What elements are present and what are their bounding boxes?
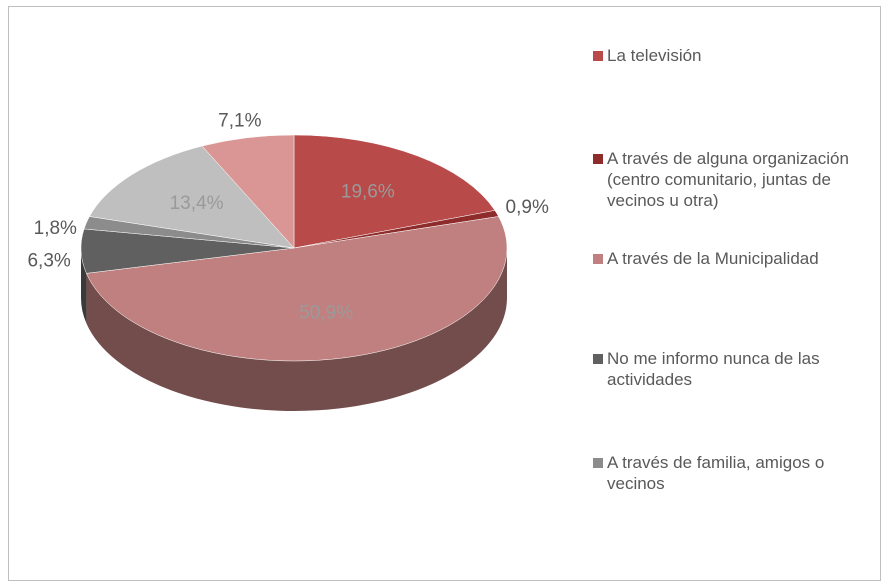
data-label: 19,6% bbox=[341, 182, 395, 203]
legend-item: A través de familia, amigos o vecinos bbox=[593, 452, 863, 494]
data-label: 13,4% bbox=[170, 193, 224, 214]
legend-item: A través de la Municipalidad bbox=[593, 248, 863, 269]
legend-swatch bbox=[593, 458, 603, 468]
pie-slice bbox=[201, 134, 295, 249]
legend-swatch bbox=[593, 354, 603, 364]
pie-slice bbox=[86, 216, 508, 362]
legend-item: No me informo nunca de las actividades bbox=[593, 348, 863, 390]
legend-swatch bbox=[593, 154, 603, 164]
legend-label: A través de alguna organización (centro … bbox=[607, 149, 849, 210]
legend-label: La televisión bbox=[607, 46, 702, 65]
data-label: 6,3% bbox=[27, 251, 70, 272]
data-label: 0,9% bbox=[506, 197, 549, 218]
data-label: 1,8% bbox=[34, 218, 77, 239]
legend-item: A través de alguna organización (centro … bbox=[593, 148, 863, 211]
data-label: 7,1% bbox=[218, 110, 261, 131]
legend-label: A través de la Municipalidad bbox=[607, 249, 819, 268]
legend-swatch bbox=[593, 254, 603, 264]
legend-swatch bbox=[593, 51, 603, 61]
data-label: 50,9% bbox=[299, 303, 353, 324]
pie-slice bbox=[89, 145, 295, 249]
legend-label: No me informo nunca de las actividades bbox=[607, 349, 820, 389]
pie-side bbox=[86, 248, 507, 411]
legend-label: A través de familia, amigos o vecinos bbox=[607, 453, 825, 493]
pie-side bbox=[81, 248, 87, 324]
legend-item: La televisión bbox=[593, 45, 863, 66]
